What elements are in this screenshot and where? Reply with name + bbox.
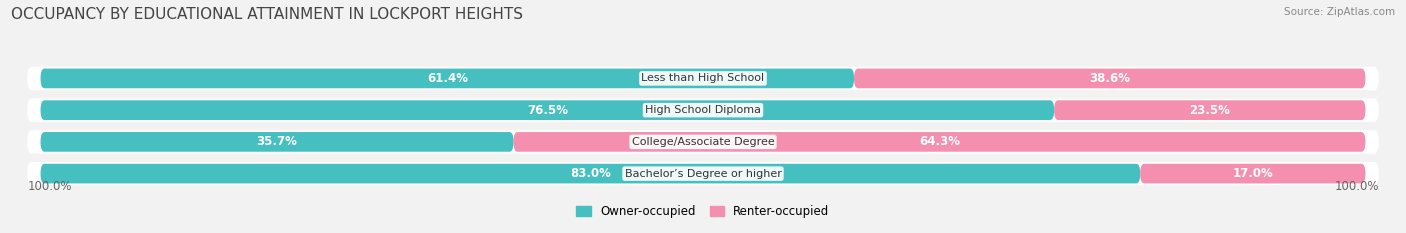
FancyBboxPatch shape xyxy=(27,130,1379,154)
Text: 17.0%: 17.0% xyxy=(1233,167,1274,180)
Text: Bachelor’s Degree or higher: Bachelor’s Degree or higher xyxy=(624,169,782,179)
FancyBboxPatch shape xyxy=(41,100,1054,120)
Text: 23.5%: 23.5% xyxy=(1189,104,1230,117)
Text: 100.0%: 100.0% xyxy=(27,180,72,193)
Text: OCCUPANCY BY EDUCATIONAL ATTAINMENT IN LOCKPORT HEIGHTS: OCCUPANCY BY EDUCATIONAL ATTAINMENT IN L… xyxy=(11,7,523,22)
FancyBboxPatch shape xyxy=(27,67,1379,90)
FancyBboxPatch shape xyxy=(27,162,1379,185)
Text: High School Diploma: High School Diploma xyxy=(645,105,761,115)
Text: 38.6%: 38.6% xyxy=(1090,72,1130,85)
FancyBboxPatch shape xyxy=(513,132,1365,152)
Text: 64.3%: 64.3% xyxy=(920,135,960,148)
FancyBboxPatch shape xyxy=(1140,164,1365,183)
FancyBboxPatch shape xyxy=(41,132,513,152)
Text: 61.4%: 61.4% xyxy=(427,72,468,85)
FancyBboxPatch shape xyxy=(1054,100,1365,120)
FancyBboxPatch shape xyxy=(41,69,853,88)
FancyBboxPatch shape xyxy=(853,69,1365,88)
FancyBboxPatch shape xyxy=(41,164,1140,183)
Text: Less than High School: Less than High School xyxy=(641,73,765,83)
Text: Source: ZipAtlas.com: Source: ZipAtlas.com xyxy=(1284,7,1395,17)
Text: 83.0%: 83.0% xyxy=(569,167,610,180)
Text: 100.0%: 100.0% xyxy=(1334,180,1379,193)
Text: 35.7%: 35.7% xyxy=(257,135,298,148)
Text: 76.5%: 76.5% xyxy=(527,104,568,117)
Text: College/Associate Degree: College/Associate Degree xyxy=(631,137,775,147)
FancyBboxPatch shape xyxy=(27,98,1379,122)
Legend: Owner-occupied, Renter-occupied: Owner-occupied, Renter-occupied xyxy=(576,205,830,218)
